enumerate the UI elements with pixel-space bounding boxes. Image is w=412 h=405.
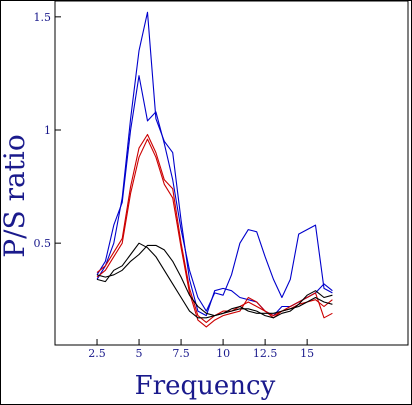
x-tick-label-2: 5 (136, 347, 143, 360)
tick-layer: 2.5 5 7.5 10 12.5 15 0.5 1 1.5 (34, 11, 315, 360)
series-line-1 (96, 75, 333, 312)
x-tick-label-6: 15 (300, 347, 314, 360)
x-tick-label-4: 10 (216, 347, 230, 360)
y-tick-label-2: 1 (44, 124, 51, 137)
y-axis-title: P/S ratio (0, 134, 31, 258)
x-tick-label-3: 7.5 (172, 347, 190, 360)
x-tick-label-5: 12.5 (253, 347, 278, 360)
series-layer (96, 11, 333, 328)
y-tick-label-1: 0.5 (34, 237, 52, 250)
x-axis-title: Frequency (135, 371, 276, 401)
plot-frame (54, 0, 409, 346)
x-tick-label-1: 2.5 (88, 347, 106, 360)
series-line-6 (96, 244, 333, 317)
series-line-4 (96, 138, 333, 328)
y-tick-label-3: 1.5 (34, 11, 52, 24)
